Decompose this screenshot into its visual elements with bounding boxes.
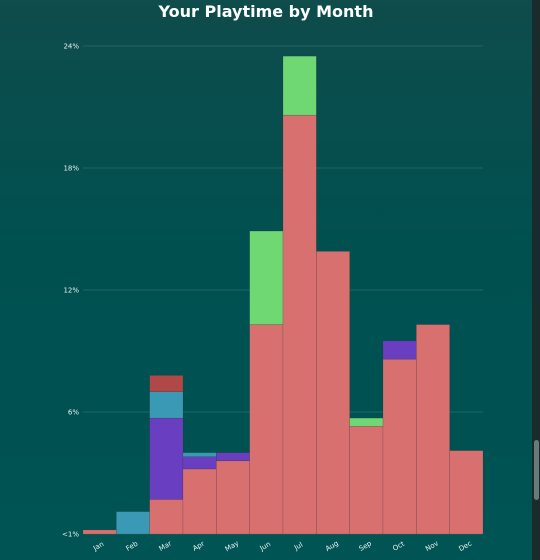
bar-segment-sep-0[interactable] — [349, 425, 384, 535]
bar-segment-feb-2[interactable] — [116, 511, 150, 535]
bar-segment-apr-1[interactable] — [182, 456, 217, 470]
x-tick-label: Jan — [91, 540, 105, 553]
y-tick-label: <1% — [62, 531, 79, 539]
x-axis-ticks: Jan Feb Mar Apr May Jun Jul Aug Sep Oct Nov Dec — [91, 539, 473, 553]
bar-segment-oct-0[interactable] — [382, 358, 417, 535]
bars — [82, 55, 484, 535]
bar-segment-mar-3[interactable] — [149, 375, 184, 392]
x-tick-label: Jun — [258, 540, 272, 553]
bar-segment-aug-0[interactable] — [316, 251, 350, 535]
x-tick-label: Oct — [391, 540, 406, 553]
bar-segment-mar-0[interactable] — [149, 499, 184, 535]
bar-segment-jul-4[interactable] — [282, 55, 317, 116]
bar-segment-may-0[interactable] — [216, 460, 250, 535]
x-tick-label: Mar — [158, 539, 174, 553]
y-tick-label: 24% — [63, 43, 79, 51]
bar-segment-oct-1[interactable] — [382, 340, 417, 360]
bar-segment-mar-2[interactable] — [149, 391, 184, 419]
bar-segment-jul-0[interactable] — [282, 114, 317, 535]
bar-segment-may-1[interactable] — [216, 452, 250, 462]
x-tick-label: Dec — [457, 539, 473, 553]
bar-segment-jun-4[interactable] — [249, 230, 284, 325]
bar-segment-jun-0[interactable] — [249, 324, 284, 535]
x-tick-label: Aug — [324, 539, 340, 553]
bar-segment-mar-1[interactable] — [149, 417, 184, 500]
x-tick-label: Apr — [191, 540, 206, 553]
scrollbar-track[interactable] — [532, 0, 540, 560]
scrollbar-thumb[interactable] — [534, 440, 539, 500]
bar-segment-apr-0[interactable] — [182, 468, 217, 535]
chart-title: Your Playtime by Month — [158, 2, 374, 21]
y-tick-label: 12% — [63, 287, 79, 295]
y-tick-label: 18% — [63, 165, 79, 173]
bar-segment-jan-0[interactable] — [82, 529, 117, 535]
bar-segment-sep-4[interactable] — [349, 417, 384, 427]
y-tick-label: 6% — [68, 409, 79, 417]
bar-segment-apr-2[interactable] — [182, 452, 217, 457]
x-tick-label: Feb — [125, 539, 140, 552]
x-tick-label: May — [224, 539, 241, 553]
x-tick-label: Jul — [292, 541, 304, 553]
bar-segment-nov-0[interactable] — [416, 324, 450, 535]
y-axis-ticks: <1% 6% 12% 18% 24% — [62, 43, 79, 539]
x-tick-label: Nov — [424, 539, 440, 553]
x-tick-label: Sep — [358, 539, 374, 553]
bar-segment-dec-0[interactable] — [449, 450, 484, 535]
